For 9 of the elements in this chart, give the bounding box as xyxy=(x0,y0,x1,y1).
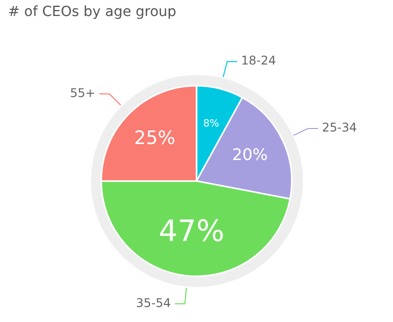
data-label: 47% xyxy=(158,214,224,248)
data-label: 8% xyxy=(203,118,220,130)
slice-label: 35-54 xyxy=(136,296,171,310)
slice-label: 55+ xyxy=(70,86,96,100)
slice-label: 18-24 xyxy=(241,54,276,68)
chart-title: # of CEOs by age group xyxy=(8,4,176,20)
data-label: 20% xyxy=(232,145,268,164)
slice-label: 25-34 xyxy=(322,120,357,135)
data-label: 25% xyxy=(134,128,176,150)
